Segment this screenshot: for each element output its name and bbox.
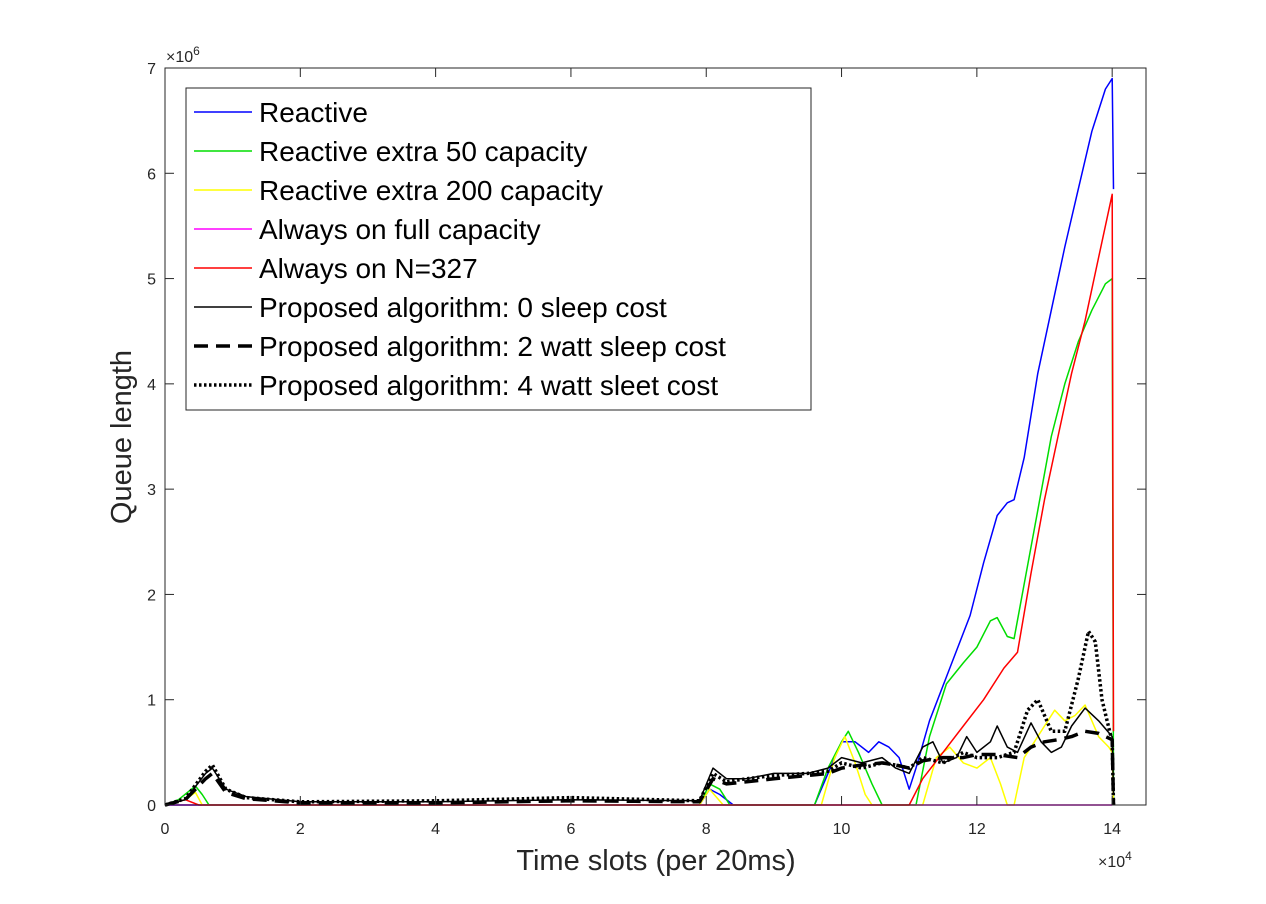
y-tick-label: 0 (147, 798, 156, 815)
y-tick-label: 4 (147, 377, 156, 394)
y-tick-label: 5 (147, 272, 156, 289)
x-tick-label: 14 (1103, 821, 1121, 838)
legend-label-3: Reactive extra 200 capacity (259, 175, 603, 206)
legend-label-1: Reactive (259, 97, 368, 128)
series-line-8 (164, 629, 1116, 807)
series-line-1 (165, 77, 1115, 806)
legend-label-4: Always on full capacity (259, 214, 541, 245)
legend-label-6: Proposed algorithm: 0 sleep cost (259, 292, 667, 323)
y-exponent-base: ×10 (166, 49, 193, 66)
y-exponent-power: 6 (193, 44, 200, 58)
axes-box (164, 67, 1147, 806)
x-exponent-base: ×10 (1098, 854, 1125, 871)
y-exponent-label: ×106 (166, 44, 200, 66)
y-tick-label: 2 (147, 587, 156, 604)
series-line-3 (164, 704, 1115, 806)
x-tick-label: 2 (296, 821, 305, 838)
x-tick-label: 12 (968, 821, 986, 838)
legend-label-7: Proposed algorithm: 2 watt sleep cost (259, 331, 726, 362)
x-tick-label: 8 (702, 821, 711, 838)
legend-label-2: Reactive extra 50 capacity (259, 136, 587, 167)
y-tick-label: 6 (147, 166, 156, 183)
legend-label-5: Always on N=327 (259, 253, 478, 284)
y-tick-label: 7 (147, 61, 156, 78)
y-axis-label: Queue length (106, 350, 138, 524)
x-axis-label: Time slots (per 20ms) (516, 845, 795, 877)
x-tick-label: 10 (833, 821, 851, 838)
legend-label-8: Proposed algorithm: 4 watt sleet cost (259, 370, 718, 401)
x-tick-label: 0 (161, 821, 170, 838)
x-exponent-power: 4 (1125, 849, 1132, 863)
y-tick-label: 3 (147, 482, 156, 499)
x-tick-label: 6 (566, 821, 575, 838)
y-tick-label: 1 (147, 693, 156, 710)
x-exponent-label: ×104 (1098, 849, 1132, 871)
legend-box (185, 87, 812, 411)
legend: Reactive Reactive extra 50 capacity Reacti… (185, 87, 812, 411)
x-tick-label: 4 (431, 821, 440, 838)
